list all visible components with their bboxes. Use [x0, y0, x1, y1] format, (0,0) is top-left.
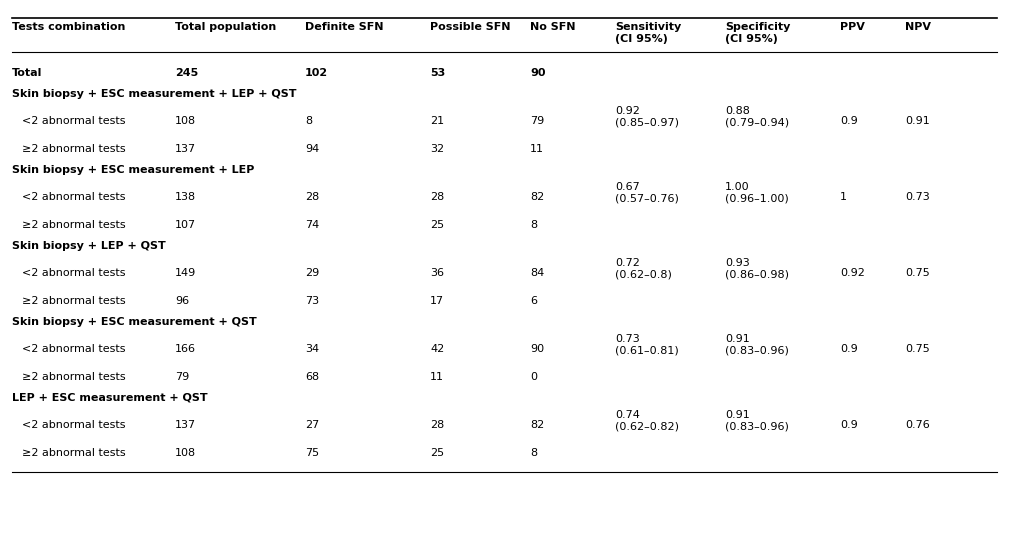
Text: 68: 68 [305, 372, 319, 382]
Text: 0.67
(0.57–0.76): 0.67 (0.57–0.76) [615, 182, 679, 204]
Text: 166: 166 [175, 344, 196, 354]
Text: <2 abnormal tests: <2 abnormal tests [22, 420, 125, 430]
Text: Total: Total [12, 68, 42, 78]
Text: 0.91
(0.83–0.96): 0.91 (0.83–0.96) [725, 334, 789, 356]
Text: 6: 6 [530, 296, 537, 306]
Text: 90: 90 [530, 344, 544, 354]
Text: 11: 11 [530, 144, 544, 154]
Text: 82: 82 [530, 192, 544, 202]
Text: PPV: PPV [840, 22, 865, 32]
Text: 17: 17 [430, 296, 444, 306]
Text: 0.73
(0.61–0.81): 0.73 (0.61–0.81) [615, 334, 679, 356]
Text: 74: 74 [305, 220, 319, 230]
Text: 27: 27 [305, 420, 319, 430]
Text: 96: 96 [175, 296, 189, 306]
Text: Skin biopsy + ESC measurement + QST: Skin biopsy + ESC measurement + QST [12, 317, 256, 327]
Text: ≥2 abnormal tests: ≥2 abnormal tests [22, 296, 126, 306]
Text: 137: 137 [175, 420, 196, 430]
Text: 0.88
(0.79–0.94): 0.88 (0.79–0.94) [725, 106, 789, 127]
Text: 21: 21 [430, 116, 444, 126]
Text: ≥2 abnormal tests: ≥2 abnormal tests [22, 448, 126, 458]
Text: 149: 149 [175, 268, 196, 278]
Text: 1: 1 [840, 192, 847, 202]
Text: 73: 73 [305, 296, 319, 306]
Text: 0.9: 0.9 [840, 344, 858, 354]
Text: Possible SFN: Possible SFN [430, 22, 511, 32]
Text: 0.73: 0.73 [905, 192, 929, 202]
Text: 0.75: 0.75 [905, 344, 929, 354]
Text: Skin biopsy + ESC measurement + LEP + QST: Skin biopsy + ESC measurement + LEP + QS… [12, 89, 297, 99]
Text: 94: 94 [305, 144, 319, 154]
Text: 8: 8 [530, 220, 537, 230]
Text: 0.91
(0.83–0.96): 0.91 (0.83–0.96) [725, 410, 789, 431]
Text: 8: 8 [530, 448, 537, 458]
Text: 28: 28 [305, 192, 319, 202]
Text: 32: 32 [430, 144, 444, 154]
Text: 0.9: 0.9 [840, 116, 858, 126]
Text: 108: 108 [175, 448, 196, 458]
Text: 0.9: 0.9 [840, 420, 858, 430]
Text: No SFN: No SFN [530, 22, 575, 32]
Text: 138: 138 [175, 192, 196, 202]
Text: 107: 107 [175, 220, 196, 230]
Text: ≥2 abnormal tests: ≥2 abnormal tests [22, 144, 126, 154]
Text: 0.91: 0.91 [905, 116, 929, 126]
Text: <2 abnormal tests: <2 abnormal tests [22, 116, 125, 126]
Text: 1.00
(0.96–1.00): 1.00 (0.96–1.00) [725, 182, 789, 204]
Text: 245: 245 [175, 68, 198, 78]
Text: 8: 8 [305, 116, 312, 126]
Text: Tests combination: Tests combination [12, 22, 125, 32]
Text: Definite SFN: Definite SFN [305, 22, 383, 32]
Text: Skin biopsy + ESC measurement + LEP: Skin biopsy + ESC measurement + LEP [12, 165, 254, 175]
Text: 34: 34 [305, 344, 319, 354]
Text: 28: 28 [430, 192, 444, 202]
Text: Skin biopsy + LEP + QST: Skin biopsy + LEP + QST [12, 241, 165, 251]
Text: <2 abnormal tests: <2 abnormal tests [22, 344, 125, 354]
Text: 102: 102 [305, 68, 328, 78]
Text: 25: 25 [430, 448, 444, 458]
Text: 36: 36 [430, 268, 444, 278]
Text: 0.92
(0.85–0.97): 0.92 (0.85–0.97) [615, 106, 679, 127]
Text: 28: 28 [430, 420, 444, 430]
Text: 137: 137 [175, 144, 196, 154]
Text: 79: 79 [175, 372, 190, 382]
Text: 0: 0 [530, 372, 537, 382]
Text: 0.72
(0.62–0.8): 0.72 (0.62–0.8) [615, 258, 672, 280]
Text: <2 abnormal tests: <2 abnormal tests [22, 268, 125, 278]
Text: 79: 79 [530, 116, 544, 126]
Text: ≥2 abnormal tests: ≥2 abnormal tests [22, 220, 126, 230]
Text: 29: 29 [305, 268, 319, 278]
Text: 0.75: 0.75 [905, 268, 929, 278]
Text: Specificity
(CI 95%): Specificity (CI 95%) [725, 22, 790, 43]
Text: NPV: NPV [905, 22, 931, 32]
Text: 84: 84 [530, 268, 544, 278]
Text: LEP + ESC measurement + QST: LEP + ESC measurement + QST [12, 393, 208, 403]
Text: 0.93
(0.86–0.98): 0.93 (0.86–0.98) [725, 258, 789, 280]
Text: 53: 53 [430, 68, 445, 78]
Text: 0.76: 0.76 [905, 420, 929, 430]
Text: Total population: Total population [175, 22, 276, 32]
Text: 82: 82 [530, 420, 544, 430]
Text: 90: 90 [530, 68, 546, 78]
Text: Sensitivity
(CI 95%): Sensitivity (CI 95%) [615, 22, 681, 43]
Text: 25: 25 [430, 220, 444, 230]
Text: 0.92: 0.92 [840, 268, 865, 278]
Text: 75: 75 [305, 448, 319, 458]
Text: 0.74
(0.62–0.82): 0.74 (0.62–0.82) [615, 410, 679, 431]
Text: ≥2 abnormal tests: ≥2 abnormal tests [22, 372, 126, 382]
Text: 108: 108 [175, 116, 196, 126]
Text: 42: 42 [430, 344, 444, 354]
Text: <2 abnormal tests: <2 abnormal tests [22, 192, 125, 202]
Text: 11: 11 [430, 372, 444, 382]
